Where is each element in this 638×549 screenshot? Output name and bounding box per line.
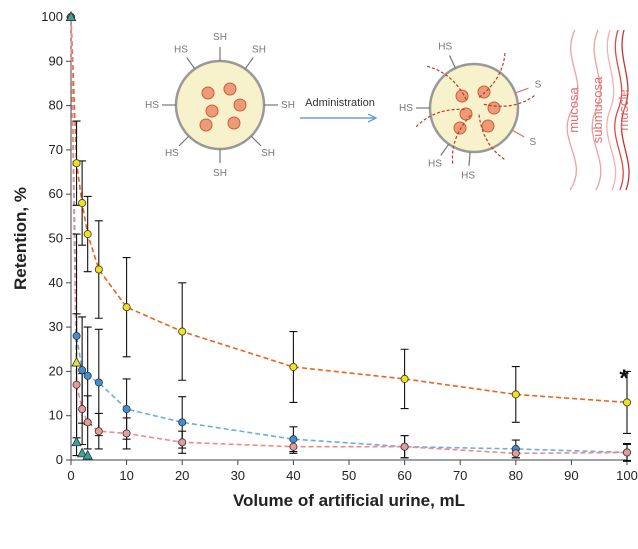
thiol-arm xyxy=(512,130,524,137)
x-tick-label: 60 xyxy=(397,468,411,483)
x-axis-title: Volume of artificial urine, mL xyxy=(233,491,465,510)
y-tick-label: 100 xyxy=(41,9,63,24)
thiol-label: HS xyxy=(438,41,452,52)
core xyxy=(456,90,468,102)
marker xyxy=(623,399,630,406)
thiol-label: SH xyxy=(213,168,227,179)
core xyxy=(228,117,240,129)
marker xyxy=(73,160,80,167)
marker xyxy=(512,450,519,457)
thiol-arm xyxy=(515,88,528,93)
marker xyxy=(84,372,91,379)
thiol-label: HS xyxy=(461,171,475,182)
core xyxy=(202,87,214,99)
thiol-arm xyxy=(449,55,455,68)
marker xyxy=(512,391,519,398)
marker xyxy=(73,381,80,388)
thiol-label: HS xyxy=(145,100,159,111)
marker xyxy=(79,366,86,373)
y-tick-label: 0 xyxy=(56,452,63,467)
y-tick-label: 30 xyxy=(49,319,63,334)
marker xyxy=(401,375,408,382)
marker xyxy=(290,363,297,370)
particle xyxy=(430,64,518,152)
y-tick-label: 90 xyxy=(49,53,63,68)
arrow-label: Administration xyxy=(305,97,375,109)
thiol-label: SH xyxy=(252,44,266,55)
y-tick-label: 50 xyxy=(49,231,63,246)
x-tick-label: 50 xyxy=(342,468,356,483)
marker xyxy=(95,379,102,386)
layer-label: muscle xyxy=(616,89,631,130)
marker xyxy=(179,439,186,446)
thiol-arm xyxy=(469,152,470,166)
y-tick-label: 20 xyxy=(49,363,63,378)
core xyxy=(482,120,494,132)
thiol-label: HS xyxy=(174,44,188,55)
marker xyxy=(123,405,130,412)
marker xyxy=(95,428,102,435)
marker xyxy=(290,443,297,450)
marker xyxy=(290,436,297,443)
x-tick-label: 100 xyxy=(616,468,638,483)
marker xyxy=(179,328,186,335)
thiol-arm xyxy=(245,57,253,68)
marker xyxy=(79,199,86,206)
core xyxy=(206,105,218,117)
marker xyxy=(84,419,91,426)
fit-line xyxy=(71,17,627,452)
marker xyxy=(79,405,86,412)
x-tick-label: 30 xyxy=(231,468,245,483)
marker xyxy=(72,437,81,446)
thiol-arm xyxy=(187,57,195,68)
x-tick-label: 20 xyxy=(175,468,189,483)
core xyxy=(200,119,212,131)
thiol-arm xyxy=(441,144,449,155)
x-tick-label: 70 xyxy=(453,468,467,483)
marker xyxy=(623,449,630,456)
thiol-label: HS xyxy=(428,159,442,170)
thiol-label: HS xyxy=(165,148,179,159)
y-tick-label: 60 xyxy=(49,186,63,201)
marker xyxy=(123,430,130,437)
thiol-label: SH xyxy=(261,148,275,159)
core xyxy=(224,83,236,95)
y-tick-label: 70 xyxy=(49,142,63,157)
x-tick-label: 10 xyxy=(119,468,133,483)
thiol-label: SH xyxy=(213,32,227,43)
y-axis-title: Retention, % xyxy=(11,187,30,290)
particle xyxy=(176,61,264,149)
thiol-label: HS xyxy=(399,103,413,114)
marker xyxy=(401,443,408,450)
marker xyxy=(179,419,186,426)
y-tick-label: 80 xyxy=(49,98,63,113)
annotation: * xyxy=(619,365,629,392)
x-tick-label: 80 xyxy=(509,468,523,483)
core xyxy=(234,99,246,111)
y-tick-label: 10 xyxy=(49,408,63,423)
marker xyxy=(73,332,80,339)
y-tick-label: 40 xyxy=(49,275,63,290)
x-tick-label: 0 xyxy=(67,468,74,483)
thiol-arm xyxy=(179,136,189,146)
thiol-arm xyxy=(251,136,261,146)
marker xyxy=(123,304,130,311)
chart: Administration mucosa submucosa muscle S… xyxy=(0,0,638,544)
layer-label: submucosa xyxy=(590,76,605,143)
fit-line xyxy=(71,17,627,453)
marker xyxy=(95,266,102,273)
thiol-label: S xyxy=(535,80,542,91)
marker xyxy=(84,230,91,237)
marker xyxy=(72,358,81,367)
x-tick-label: 40 xyxy=(286,468,300,483)
core xyxy=(488,102,500,114)
x-tick-label: 90 xyxy=(564,468,578,483)
thiol-label: SH xyxy=(281,100,295,111)
layer-label: mucosa xyxy=(566,86,581,132)
thiol-label: S xyxy=(530,137,537,148)
fit-line xyxy=(71,17,627,402)
inset-diagram: Administration mucosa submucosa muscle S… xyxy=(145,30,631,190)
